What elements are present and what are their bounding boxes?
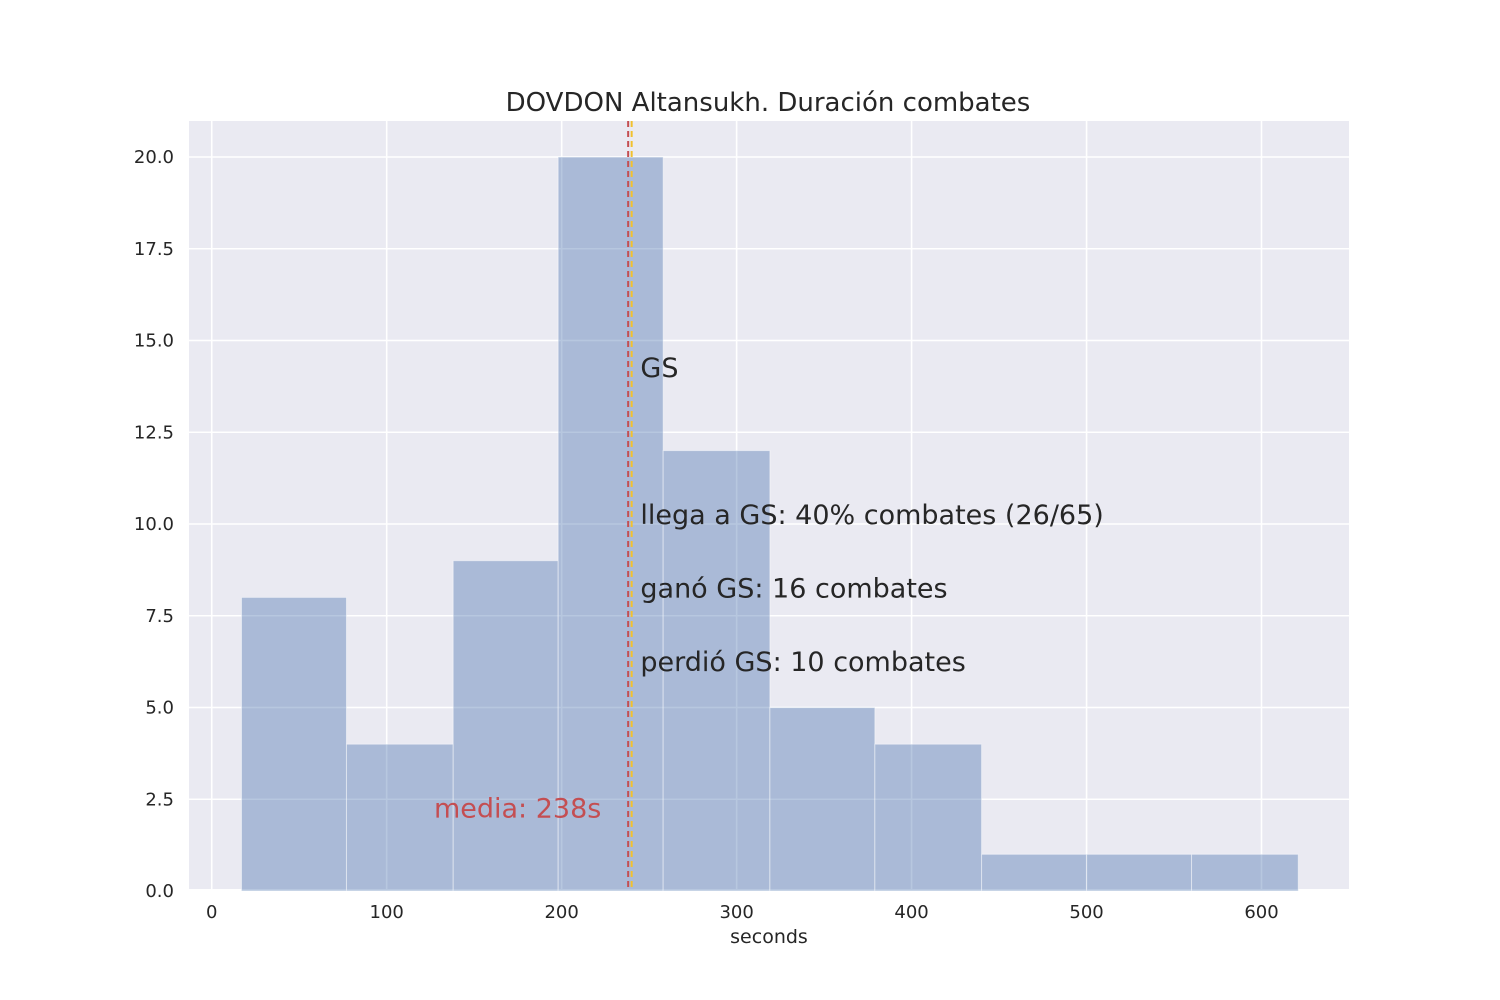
y-tick-label: 5.0 (145, 698, 174, 719)
grid-lines (189, 121, 1349, 892)
annotations: GS llega a GS: 40% combates (26/65) ganó G… (434, 353, 1104, 824)
histogram-bar (769, 707, 876, 892)
y-tick-label: 20.0 (134, 147, 174, 168)
x-tick-label: 0 (206, 902, 217, 923)
histogram-bar (981, 853, 1088, 892)
histogram-bar (662, 450, 771, 892)
x-tick-label: 200 (544, 902, 578, 923)
x-axis-label: seconds (730, 926, 808, 948)
gs-label: GS (640, 353, 678, 384)
histogram-bar (557, 156, 664, 892)
x-tick-label: 600 (1244, 902, 1278, 923)
histogram-bar (1086, 853, 1193, 892)
histogram-bar (1191, 853, 1299, 892)
mean-label: media: 238s (434, 794, 601, 825)
x-tick-label: 100 (370, 902, 404, 923)
y-tick-label: 12.5 (134, 422, 174, 443)
y-tick-labels: 0.0 2.5 5.0 7.5 10.0 12.5 15.0 17.5 20.0 (134, 147, 174, 902)
x-tick-label: 300 (719, 902, 753, 923)
histogram-bars (240, 156, 1299, 892)
y-tick-label: 0.0 (145, 881, 174, 902)
y-tick-label: 7.5 (145, 606, 174, 627)
y-tick-label: 10.0 (134, 514, 174, 535)
y-tick-label: 2.5 (145, 789, 174, 810)
annotation-text: llega a GS: 40% combates (26/65) (640, 500, 1103, 531)
histogram-bar (874, 743, 983, 892)
x-tick-labels: 0 100 200 300 400 500 600 (206, 902, 1279, 923)
histogram-bar (452, 560, 559, 892)
histogram-bar (240, 596, 347, 892)
annotation-text: perdió GS: 10 combates (640, 647, 965, 678)
annotation-text: ganó GS: 16 combates (640, 573, 947, 604)
x-tick-label: 400 (894, 902, 928, 923)
y-tick-label: 17.5 (134, 239, 174, 260)
y-tick-label: 15.0 (134, 331, 174, 352)
chart-title: DOVDON Altansukh. Duración combates (506, 88, 1031, 118)
x-tick-label: 500 (1069, 902, 1103, 923)
histogram-bar (345, 743, 454, 892)
reference-lines (627, 121, 633, 889)
